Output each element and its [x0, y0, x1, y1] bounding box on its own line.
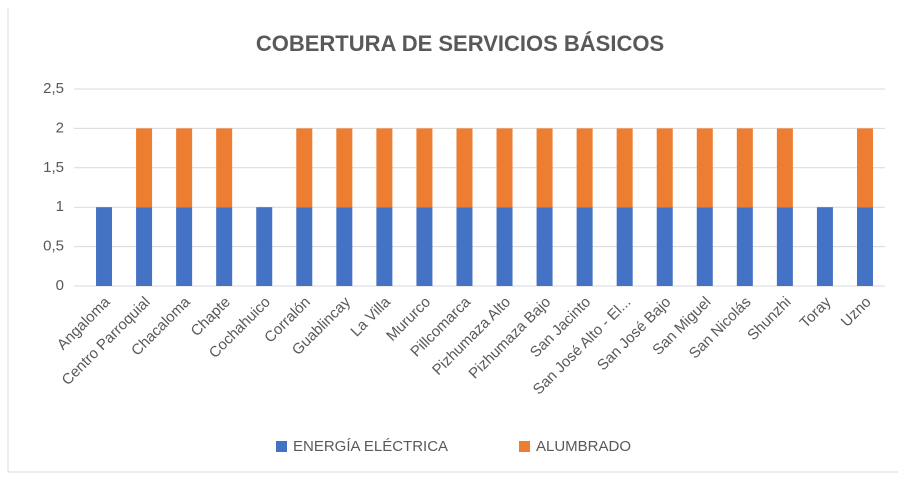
x-tick-label: Uzno — [838, 294, 875, 331]
bar-segment — [256, 207, 273, 286]
legend-label: ENERGÍA ELÉCTRICA — [293, 438, 448, 455]
y-tick-label: 1,5 — [43, 159, 64, 176]
bar-segment — [96, 207, 113, 286]
bar-segment — [816, 207, 833, 286]
bar-segment — [696, 128, 713, 208]
y-tick-label: 1 — [56, 198, 64, 215]
bar-segment — [416, 207, 433, 286]
bar-segment — [616, 207, 633, 286]
bar-segment — [296, 207, 313, 286]
bar-segment — [136, 207, 153, 286]
bar-segment — [576, 207, 593, 286]
y-tick-label: 0 — [56, 277, 64, 294]
bar-segment — [416, 128, 433, 208]
bar-segment — [616, 128, 633, 208]
bar-segment — [536, 128, 553, 208]
bar-segment — [376, 128, 393, 208]
bar-segment — [336, 207, 353, 286]
bar-segment — [576, 128, 593, 208]
bar-segment — [656, 128, 673, 208]
bar-segment — [736, 207, 753, 286]
legend-label: ALUMBRADO — [536, 438, 631, 455]
y-tick-label: 2 — [56, 119, 64, 136]
bar-segment — [176, 128, 193, 208]
bar-segment — [856, 207, 873, 286]
bar-segment — [496, 207, 513, 286]
bar-segment — [656, 207, 673, 286]
legend-swatch — [276, 441, 287, 452]
bar-segment — [216, 207, 233, 286]
bar-segment — [296, 128, 313, 208]
legend-swatch — [519, 441, 530, 452]
y-tick-label: 2,5 — [43, 80, 64, 97]
bar-segment — [376, 207, 393, 286]
bar-segment — [496, 128, 513, 208]
bar-segment — [856, 128, 873, 208]
x-tick-label: Shunzhi — [744, 294, 794, 344]
bar-segment — [136, 128, 153, 208]
bar-segment — [456, 207, 473, 286]
y-tick-label: 0,5 — [43, 238, 64, 255]
bar-segment — [736, 128, 753, 208]
bar-segment — [696, 207, 713, 286]
bar-segment — [176, 207, 193, 286]
bar-segment — [776, 207, 793, 286]
chart-title: COBERTURA DE SERVICIOS BÁSICOS — [256, 31, 664, 56]
bar-segment — [536, 207, 553, 286]
bar-segment — [216, 128, 233, 208]
bar-segment — [776, 128, 793, 208]
x-tick-label: Toray — [797, 293, 835, 331]
bar-segment — [336, 128, 353, 208]
bar-segment — [456, 128, 473, 208]
